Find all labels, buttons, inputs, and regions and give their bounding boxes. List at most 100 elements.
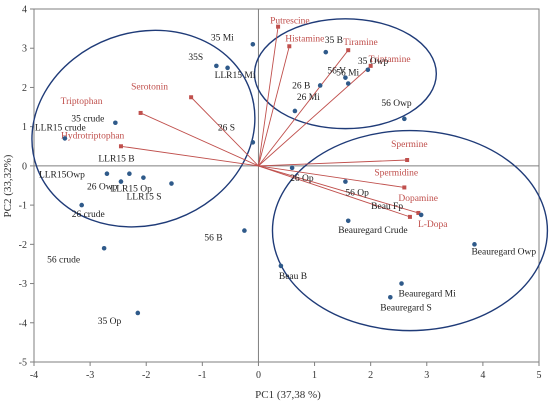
vector-line: [258, 65, 371, 167]
x-tick-label: -1: [198, 370, 206, 381]
sample-point: [169, 181, 174, 186]
group-ellipse-3: [271, 129, 549, 332]
sample-label: 56 Op: [345, 189, 369, 199]
vector-label: Spermidine: [374, 168, 418, 178]
sample-label: 56 B: [204, 234, 222, 244]
sample-point: [104, 171, 110, 177]
y-tick-label: -1: [19, 201, 27, 212]
vector-tip: [287, 44, 292, 49]
sample-label: 26 Mi: [297, 93, 320, 103]
sample-point: [472, 242, 477, 247]
vector-line: [258, 165, 419, 214]
sample-point: [225, 65, 230, 71]
sample-point: [345, 218, 351, 224]
zero-lines: [34, 9, 539, 362]
vector-line: [258, 165, 405, 188]
vector-line: [257, 26, 279, 166]
sample-label: Beauregard S: [380, 303, 431, 313]
vector-label: Tiramine: [343, 38, 377, 48]
sample-label: 56 Owp: [381, 99, 412, 109]
group-ellipses: [31, 18, 549, 332]
sample-point: [317, 83, 323, 88]
vector-tip: [138, 110, 143, 115]
sample-label: Beauregard Mi: [399, 290, 457, 300]
sample-point: [118, 179, 124, 184]
sample-point: [343, 179, 348, 184]
vector-line: [120, 145, 259, 167]
group-ellipse-2: [253, 18, 438, 130]
variable-vectors: Putrescine Histamine Tiramine Triptamine Ser…: [61, 17, 449, 230]
vector-tip: [402, 185, 407, 190]
sample-point: [127, 171, 132, 177]
sample-label: 35 Mi: [211, 33, 234, 43]
vector-tip: [189, 95, 194, 100]
sample-label: 26 Owp: [87, 183, 118, 193]
sample-label: LLR15 Mi: [215, 71, 256, 81]
vector-tip: [405, 158, 410, 163]
sample-point: [101, 245, 107, 251]
sample-label: 35 Owp: [358, 57, 389, 67]
sample-point: [323, 49, 329, 55]
sample-label: LLR15 Op: [110, 185, 152, 195]
sample-point: [62, 136, 68, 141]
x-tick-label: 5: [537, 370, 542, 381]
y-tick-label: 1: [22, 122, 27, 133]
sample-point: [399, 281, 404, 286]
y-tick-label: 3: [22, 44, 27, 55]
x-tick-label: 1: [312, 370, 317, 381]
x-tick-label: -4: [30, 370, 38, 381]
vector-line: [140, 112, 259, 167]
vector-line: [190, 96, 259, 167]
vector-tip: [416, 210, 421, 215]
sample-point: [418, 212, 424, 218]
vector-label: L-Dopa: [418, 220, 448, 230]
x-axis-title: PC1 (37,38 %): [255, 389, 321, 401]
sample-label: Beau Fp: [371, 202, 403, 212]
sample-label: LLR15Owp: [39, 171, 85, 181]
sample-point: [214, 63, 219, 69]
sample-point: [278, 263, 284, 269]
sample-point: [365, 67, 371, 73]
vector-line: [258, 49, 349, 167]
sample-point: [289, 165, 295, 171]
sample-point: [388, 294, 393, 300]
sample-label: LLR15 S: [126, 193, 161, 203]
sample-point: [141, 175, 146, 180]
y-tick-label: 4: [22, 5, 27, 16]
sample-point: [135, 310, 141, 316]
sample-point: [250, 42, 256, 47]
group-ellipse-1: [31, 29, 256, 228]
sample-label: 26 crude: [72, 210, 105, 220]
x-tick-label: 2: [368, 370, 373, 381]
sample-label: 35S: [188, 53, 203, 63]
y-tick-label: 2: [22, 83, 27, 94]
vector-label: Spermine: [391, 140, 427, 150]
vector-label: Hydrotriptophan: [61, 131, 125, 141]
y-tick-label: -4: [19, 318, 27, 329]
sample-point: [402, 116, 407, 122]
vector-label: Triptophan: [61, 97, 103, 107]
sample-points: 35 Mi 35S LLR15 Mi 35 B 35 Owp 56 V56 Mi 26 B 2…: [35, 33, 536, 327]
vector-line: [258, 165, 411, 218]
sample-label: LLR15 B: [98, 155, 134, 165]
vector-tip: [276, 24, 281, 29]
vector-tip: [368, 63, 373, 68]
y-axis-title: PC2 (33,32%): [2, 154, 14, 217]
sample-label: 35 B: [325, 36, 343, 46]
x-tick-label: 0: [256, 370, 261, 381]
vector-label: Serotonin: [131, 82, 168, 92]
vector-label: Histamine: [285, 34, 324, 44]
x-tick-label: -3: [86, 370, 94, 381]
sample-label: LLR15 crude: [35, 123, 86, 133]
sample-point: [343, 75, 348, 80]
sample-label: 35 crude: [71, 115, 104, 125]
sample-label: 26 S: [218, 123, 235, 133]
sample-label: Beau B: [279, 272, 307, 282]
y-tick-label: 0: [22, 161, 27, 172]
sample-point: [345, 81, 351, 86]
vector-tip: [346, 48, 351, 53]
vector-line: [258, 46, 290, 167]
sample-label: 26 B: [292, 81, 310, 91]
x-tick-label: -2: [142, 370, 150, 381]
